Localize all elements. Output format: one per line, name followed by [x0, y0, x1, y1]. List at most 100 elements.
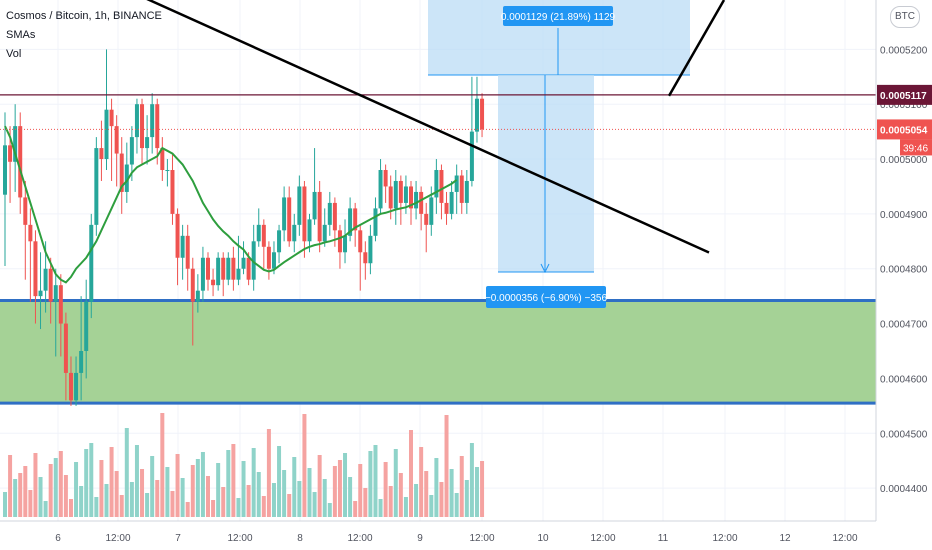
volume-bar	[287, 494, 292, 517]
candle-body	[302, 186, 307, 242]
volume-bar	[363, 488, 368, 517]
volume-bar	[383, 462, 388, 517]
candle-body	[261, 224, 266, 247]
measure-down-box	[498, 75, 594, 272]
volume-bar	[246, 485, 251, 517]
volume-bar	[353, 501, 358, 517]
candle-body	[469, 131, 474, 181]
candle-body	[454, 175, 459, 192]
volume-bar	[216, 463, 221, 517]
candle-body	[277, 230, 282, 253]
candle-body	[312, 191, 317, 220]
volume-bar	[3, 492, 7, 517]
candle-body	[211, 279, 216, 286]
time-tick-label: 10	[537, 533, 549, 544]
volume-bar	[43, 501, 48, 517]
volume-bar	[337, 460, 342, 517]
candle-body	[256, 224, 261, 242]
candle-body	[241, 257, 246, 269]
price-tick-label: 0.0004700	[880, 320, 928, 331]
last-price-tag	[877, 119, 932, 140]
candle-body	[424, 213, 429, 225]
volume-bar	[211, 500, 216, 517]
volume-bar	[190, 465, 195, 517]
candle-body	[439, 170, 444, 203]
volume-bar	[84, 449, 89, 517]
measure-down-label: −0.0000356 (−6.90%) −356	[485, 286, 607, 308]
currency-button[interactable]: BTC	[890, 6, 920, 28]
volume-bar	[140, 469, 145, 517]
volume-bar	[388, 486, 393, 517]
volume-bar	[206, 476, 210, 517]
volume-bar	[277, 446, 282, 517]
time-tick-label: 8	[297, 533, 303, 544]
sma-line	[4, 125, 458, 284]
volume-bar	[474, 467, 479, 517]
indicator-smas[interactable]: SMAs	[6, 29, 36, 41]
volume-bar	[469, 443, 474, 517]
candle-body	[43, 268, 48, 291]
volume-bar	[444, 415, 449, 517]
time-tick-label: 12:00	[347, 533, 372, 544]
volume-bar	[332, 466, 337, 517]
candle-body	[99, 148, 104, 160]
support-zone	[0, 300, 876, 404]
candle-body	[434, 170, 439, 198]
volume-bar	[185, 502, 190, 517]
volume-bar	[236, 498, 241, 517]
candle-body	[271, 252, 276, 269]
candle-body	[13, 126, 18, 162]
volume-bar	[302, 414, 307, 517]
last-price-label: 0.0005054	[880, 125, 928, 136]
volume-bar	[368, 451, 373, 517]
volume-bar	[226, 450, 231, 517]
volume-bar	[58, 451, 63, 517]
volume-bar	[129, 482, 134, 517]
price-tick-label: 0.0005000	[880, 155, 928, 166]
resistance-price-label: 0.0005117	[880, 91, 927, 102]
volume-bar	[150, 456, 155, 517]
candle-body	[160, 148, 165, 171]
volume-bar	[200, 452, 205, 517]
price-tick-label: 0.0004500	[880, 429, 928, 440]
candle-body	[343, 235, 348, 253]
volume-bar	[424, 471, 429, 517]
volume-bar	[378, 499, 383, 517]
candle-body	[124, 164, 129, 192]
volume-bar	[261, 496, 266, 517]
downtrend-line	[146, 0, 710, 254]
volume-bar	[99, 460, 104, 517]
volume-bar	[104, 484, 109, 517]
volume-bar	[23, 466, 28, 517]
candle-body	[373, 208, 378, 236]
candle-body	[378, 170, 383, 209]
candle-body	[221, 257, 226, 280]
volume-bar	[480, 461, 485, 517]
indicator-vol[interactable]: Vol	[6, 48, 22, 60]
candle-body	[53, 285, 58, 302]
volume-bar	[160, 413, 165, 517]
candle-body	[190, 268, 195, 302]
volume-bar	[271, 483, 276, 517]
time-tick-label: 11	[658, 533, 669, 544]
volume-bar	[419, 447, 424, 517]
volume-bar	[464, 480, 469, 517]
candle-body	[419, 191, 424, 214]
volume-bar	[68, 499, 73, 517]
candle-body	[403, 186, 408, 203]
candle-body	[251, 241, 256, 280]
candle-body	[114, 126, 119, 154]
volume-bar	[449, 469, 454, 517]
volume-bar	[317, 455, 322, 517]
candle-body	[175, 213, 180, 258]
candle-body	[28, 224, 33, 242]
candle-body	[393, 180, 398, 209]
measure-up-label-text: 0.0001129 (21.89%) 1129	[501, 12, 616, 23]
candle-body	[459, 175, 464, 203]
time-tick-label: 12	[779, 533, 791, 544]
candle-body	[474, 98, 479, 132]
candle-body	[8, 145, 13, 162]
price-tick-label: 0.0004600	[880, 374, 928, 385]
